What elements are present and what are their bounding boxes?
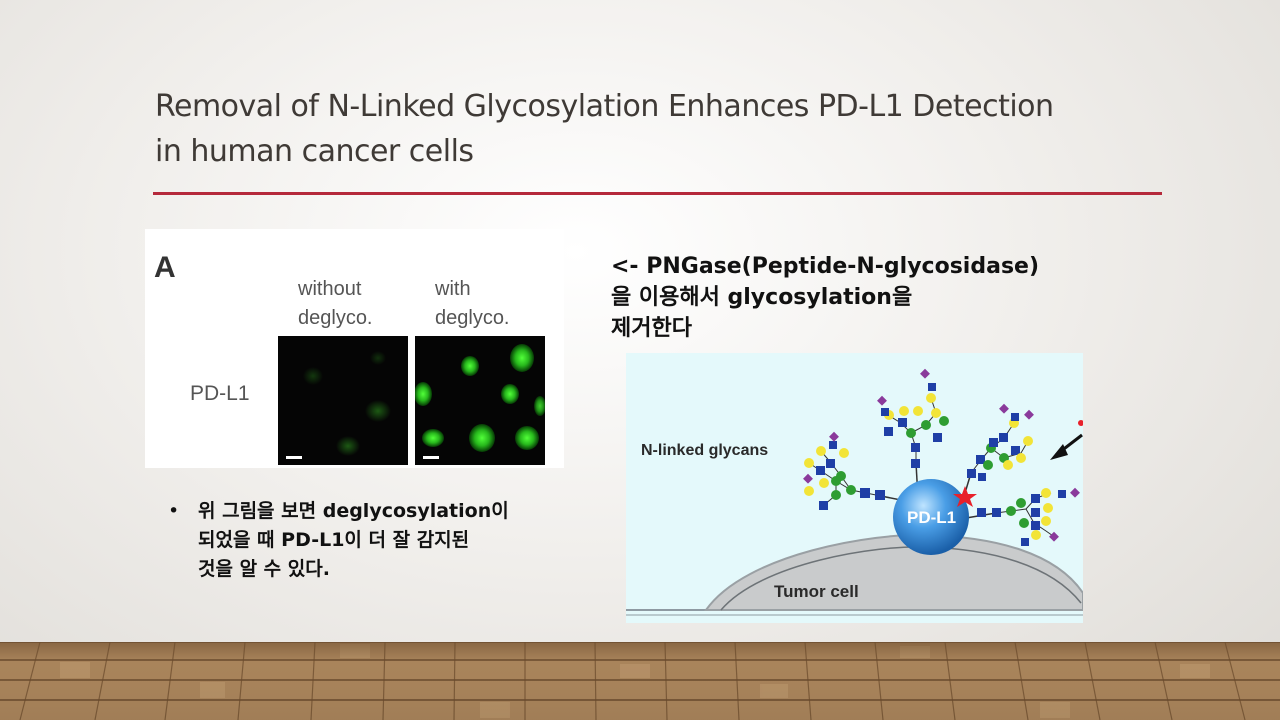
micrograph-without-deglyco: [278, 336, 408, 465]
bullet-text-line-1: 위 그림을 보면 deglycosylation이: [198, 500, 509, 522]
glycan-diagram: Tumor cell: [626, 353, 1083, 623]
slide-title-line-1: Removal of N-Linked Glycosylation Enhanc…: [155, 89, 1054, 124]
column-label-without-line-2: deglyco.: [298, 307, 373, 329]
tumor-cell-label: Tumor cell: [774, 582, 859, 601]
pngase-note-line-3: 제거한다: [611, 316, 692, 341]
microscopy-figure: A without deglyco. with deglyco. PD-L1: [145, 229, 564, 468]
title-divider: [153, 192, 1162, 195]
row-label-pdl1: PD-L1: [190, 382, 250, 405]
star-icon: [953, 486, 977, 507]
micrograph-with-deglyco: [415, 336, 545, 465]
bullet-text-line-3: 것을 알 수 있다.: [198, 558, 330, 580]
pngase-note-line-1: <- PNGase(Peptide-N-glycosidase): [611, 254, 1040, 279]
bullet-text-line-2: 되었을 때 PD-L1이 더 잘 감지된: [198, 529, 470, 551]
panel-label: A: [154, 251, 176, 284]
arrow-icon: [1050, 444, 1068, 460]
pngase-note: <- PNGase(Peptide-N-glycosidase) 을 이용해서 …: [611, 251, 1211, 344]
wood-floor: [0, 642, 1280, 720]
column-label-with-line-1: with: [435, 278, 471, 300]
bullet-text: 위 그림을 보면 deglycosylation이 되었을 때 PD-L1이 더…: [198, 497, 509, 584]
pngase-note-line-2: 을 이용해서 glycosylation을: [611, 285, 913, 310]
bullet-marker: •: [168, 500, 180, 522]
protein-label: PD-L1: [907, 508, 956, 527]
column-label-with: with deglyco.: [435, 275, 510, 333]
column-label-without-line-1: without: [298, 278, 362, 300]
slide-title: Removal of N-Linked Glycosylation Enhanc…: [155, 84, 1155, 174]
slide-title-line-2: in human cancer cells: [155, 134, 474, 169]
column-label-without: without deglyco.: [298, 275, 373, 333]
pdl1-protein: [893, 479, 969, 555]
column-label-with-line-2: deglyco.: [435, 307, 510, 329]
glycans-label: N-linked glycans: [641, 442, 768, 459]
